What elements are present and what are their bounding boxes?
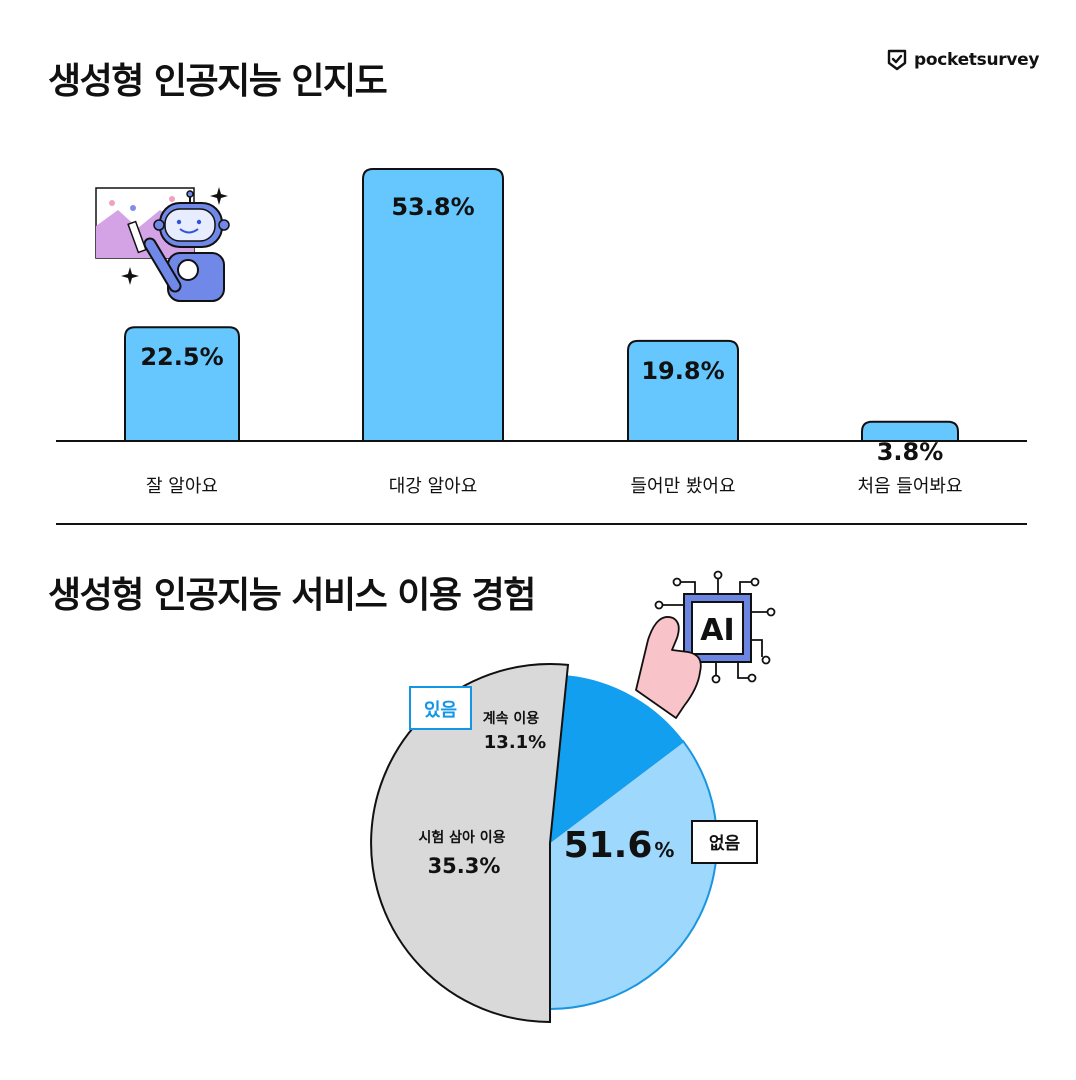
- ai-chip-hand-icon: AI: [635, 570, 776, 719]
- chart-title-usage: 생성형 인공지능 서비스 이용 경험: [48, 575, 536, 616]
- category-label: 처음 들어봐요: [857, 476, 962, 497]
- brand-name: pocketsurvey: [914, 50, 1040, 70]
- bar-value-label: 53.8%: [391, 193, 474, 221]
- slice-value-trial: 35.3%: [428, 854, 501, 878]
- robot-painter-icon: [95, 187, 230, 302]
- category-label: 들어만 봤어요: [630, 476, 735, 497]
- bar-value-label: 22.5%: [140, 343, 223, 371]
- group-tag-box-yes: [409, 686, 472, 730]
- group-tag-yes: 있음: [424, 700, 457, 721]
- group-tag-box-no: [691, 820, 758, 864]
- bar-0: [124, 326, 240, 442]
- bar-value-label: 19.8%: [641, 357, 724, 385]
- pocket-check-icon: [887, 49, 907, 71]
- category-label: 잘 알아요: [146, 476, 218, 497]
- bar-2: [627, 339, 739, 442]
- slice-label-continuous: 계속 이용: [483, 710, 540, 727]
- slice-label-trial: 시험 삼아 이용: [418, 829, 505, 846]
- section-divider: [56, 523, 1027, 525]
- pie-slice-none: [370, 663, 570, 1024]
- pie-slice-trial: [549, 739, 718, 1011]
- slice-value-continuous: 13.1%: [484, 732, 546, 753]
- pie-slices: [370, 663, 718, 1024]
- category-label: 대강 알아요: [389, 476, 478, 497]
- chart-title-awareness: 생성형 인공지능 인지도: [48, 61, 388, 102]
- group-tag-no: 없음: [709, 834, 741, 854]
- bar-value-label: 3.8%: [877, 438, 944, 466]
- svg-text:AI: AI: [700, 613, 734, 648]
- pie-slice-continuous: [549, 675, 684, 844]
- bar-1: [362, 168, 504, 442]
- awareness-bar-chart: 22.5% 잘 알아요 53.8% 대강 알아요 19.8% 들어만 봤어요 3.8% 처음 …: [56, 168, 1027, 497]
- bar-3: [861, 420, 959, 442]
- slice-value-unit: %: [654, 838, 674, 862]
- brand-logo: pocketsurvey: [886, 48, 1039, 72]
